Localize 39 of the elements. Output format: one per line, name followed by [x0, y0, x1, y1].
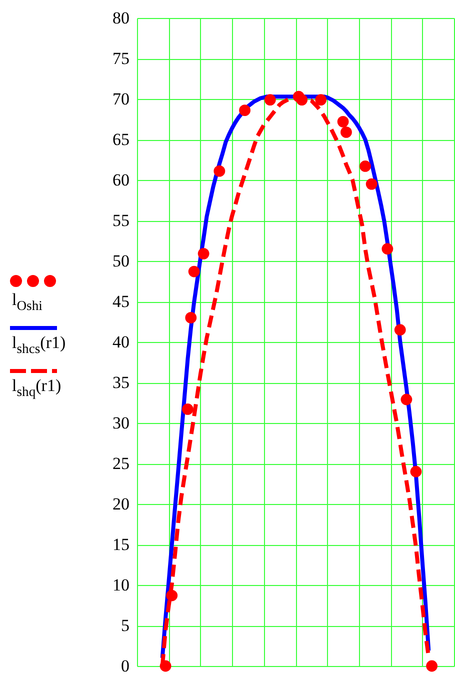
y-tick-label: 45 [112, 292, 130, 311]
point [296, 94, 308, 106]
y-tick-label: 20 [112, 494, 130, 514]
point [315, 94, 327, 106]
point [166, 590, 178, 602]
legend-label: l$_{shcs}$(r1) [12, 332, 66, 356]
point [394, 324, 406, 336]
point [185, 312, 197, 324]
y-tick-label: 65 [112, 130, 130, 149]
y-tick-label: 70 [112, 90, 130, 108]
y-tick-label: 75 [112, 49, 130, 68]
y-tick-label: 55 [112, 211, 130, 230]
point [360, 160, 371, 172]
point [198, 248, 210, 260]
y-tick-label: 10 [112, 576, 130, 594]
y-tick-label: 60 [112, 170, 130, 190]
point [400, 394, 412, 406]
point [340, 126, 352, 138]
point [160, 660, 172, 672]
y-tick-label: 0 [121, 656, 130, 676]
y-tick-label: 15 [112, 535, 130, 554]
y-tick-label: 40 [112, 332, 130, 352]
y-tick-label: 5 [121, 616, 130, 635]
y-tick-label: 30 [112, 414, 130, 432]
point [366, 178, 378, 190]
y-tick-label: 80 [112, 8, 130, 28]
y-tick-label: 50 [112, 252, 130, 270]
point [239, 104, 250, 116]
point [264, 94, 276, 106]
point [410, 466, 422, 478]
y-tick-label: 35 [112, 373, 130, 392]
point [337, 116, 349, 128]
point [182, 404, 194, 415]
point [188, 266, 200, 278]
legend-label: l$_{shq}$(r1) [12, 376, 62, 398]
point [214, 165, 226, 177]
point [426, 660, 438, 672]
point [382, 243, 394, 255]
y-tick-label: 25 [112, 454, 130, 473]
